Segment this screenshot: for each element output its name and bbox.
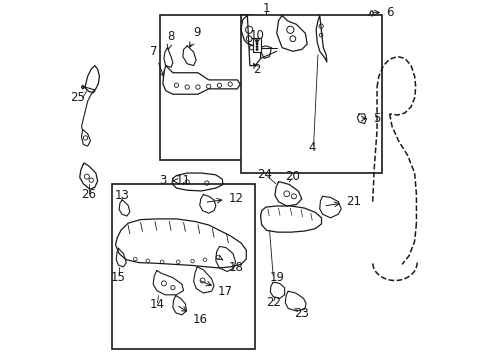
- Text: 21: 21: [325, 195, 360, 208]
- Text: 16: 16: [179, 306, 207, 327]
- Circle shape: [256, 40, 257, 41]
- Circle shape: [256, 49, 257, 50]
- Text: 4: 4: [308, 141, 316, 154]
- Text: 2: 2: [253, 63, 260, 76]
- Text: 3: 3: [159, 174, 178, 188]
- Text: 17: 17: [200, 281, 232, 298]
- Text: 26: 26: [81, 188, 96, 201]
- Text: 14: 14: [149, 298, 164, 311]
- Text: 24: 24: [256, 168, 271, 181]
- Bar: [241, 15, 382, 173]
- Text: 18: 18: [217, 255, 243, 274]
- Text: 9: 9: [189, 26, 201, 47]
- Text: 1: 1: [262, 3, 269, 15]
- Text: 13: 13: [114, 189, 129, 202]
- Text: 25: 25: [70, 91, 85, 104]
- Text: 15: 15: [111, 271, 125, 284]
- Text: 22: 22: [265, 296, 280, 309]
- Text: 10: 10: [249, 29, 264, 44]
- Text: 5: 5: [361, 112, 379, 125]
- Bar: [160, 15, 251, 161]
- Text: 6: 6: [374, 6, 393, 19]
- Bar: [253, 38, 261, 52]
- Bar: [112, 184, 255, 348]
- Text: 12: 12: [207, 192, 243, 204]
- Text: 23: 23: [294, 307, 308, 320]
- Text: 7: 7: [150, 45, 164, 76]
- Text: 19: 19: [269, 271, 284, 284]
- Circle shape: [256, 46, 257, 47]
- Text: 11: 11: [175, 174, 190, 187]
- Text: 8: 8: [167, 30, 174, 49]
- Circle shape: [256, 43, 257, 44]
- Text: 20: 20: [285, 170, 300, 183]
